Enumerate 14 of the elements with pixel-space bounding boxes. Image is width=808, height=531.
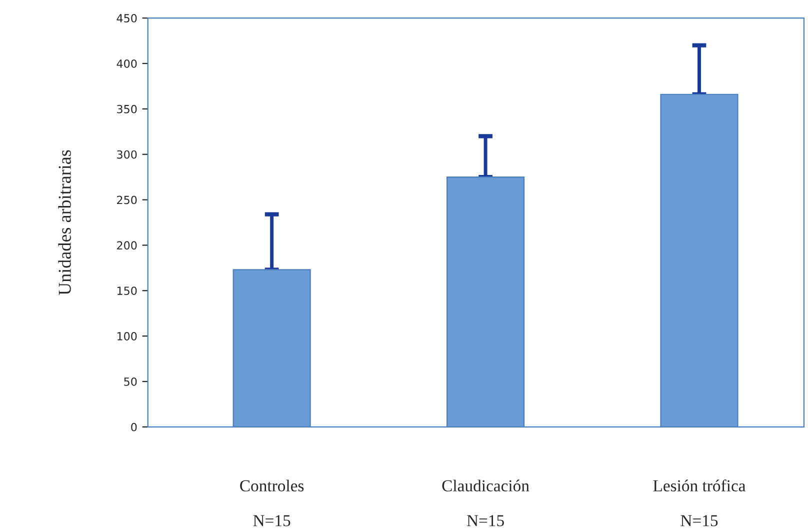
y-tick-label: 350 xyxy=(117,104,137,114)
category-label: Lesión trófica N=15 xyxy=(653,480,746,526)
category-label: Claudicación N=15 xyxy=(442,480,530,526)
y-tick-label: 0 xyxy=(131,422,137,432)
y-tick-label: 50 xyxy=(124,377,137,386)
y-tick-label: 450 xyxy=(116,14,137,22)
category-label: Controles N=15 xyxy=(240,480,304,526)
y-tick-label: 150 xyxy=(117,286,137,296)
y-tick-label: 250 xyxy=(117,196,137,204)
y-tick-label: 100 xyxy=(117,332,137,340)
y-tick-label: 200 xyxy=(117,241,137,250)
y-axis-title: Unidades arbitrarias xyxy=(58,150,71,296)
y-tick-label: 400 xyxy=(116,59,137,68)
y-tick-label: 300 xyxy=(117,150,137,159)
